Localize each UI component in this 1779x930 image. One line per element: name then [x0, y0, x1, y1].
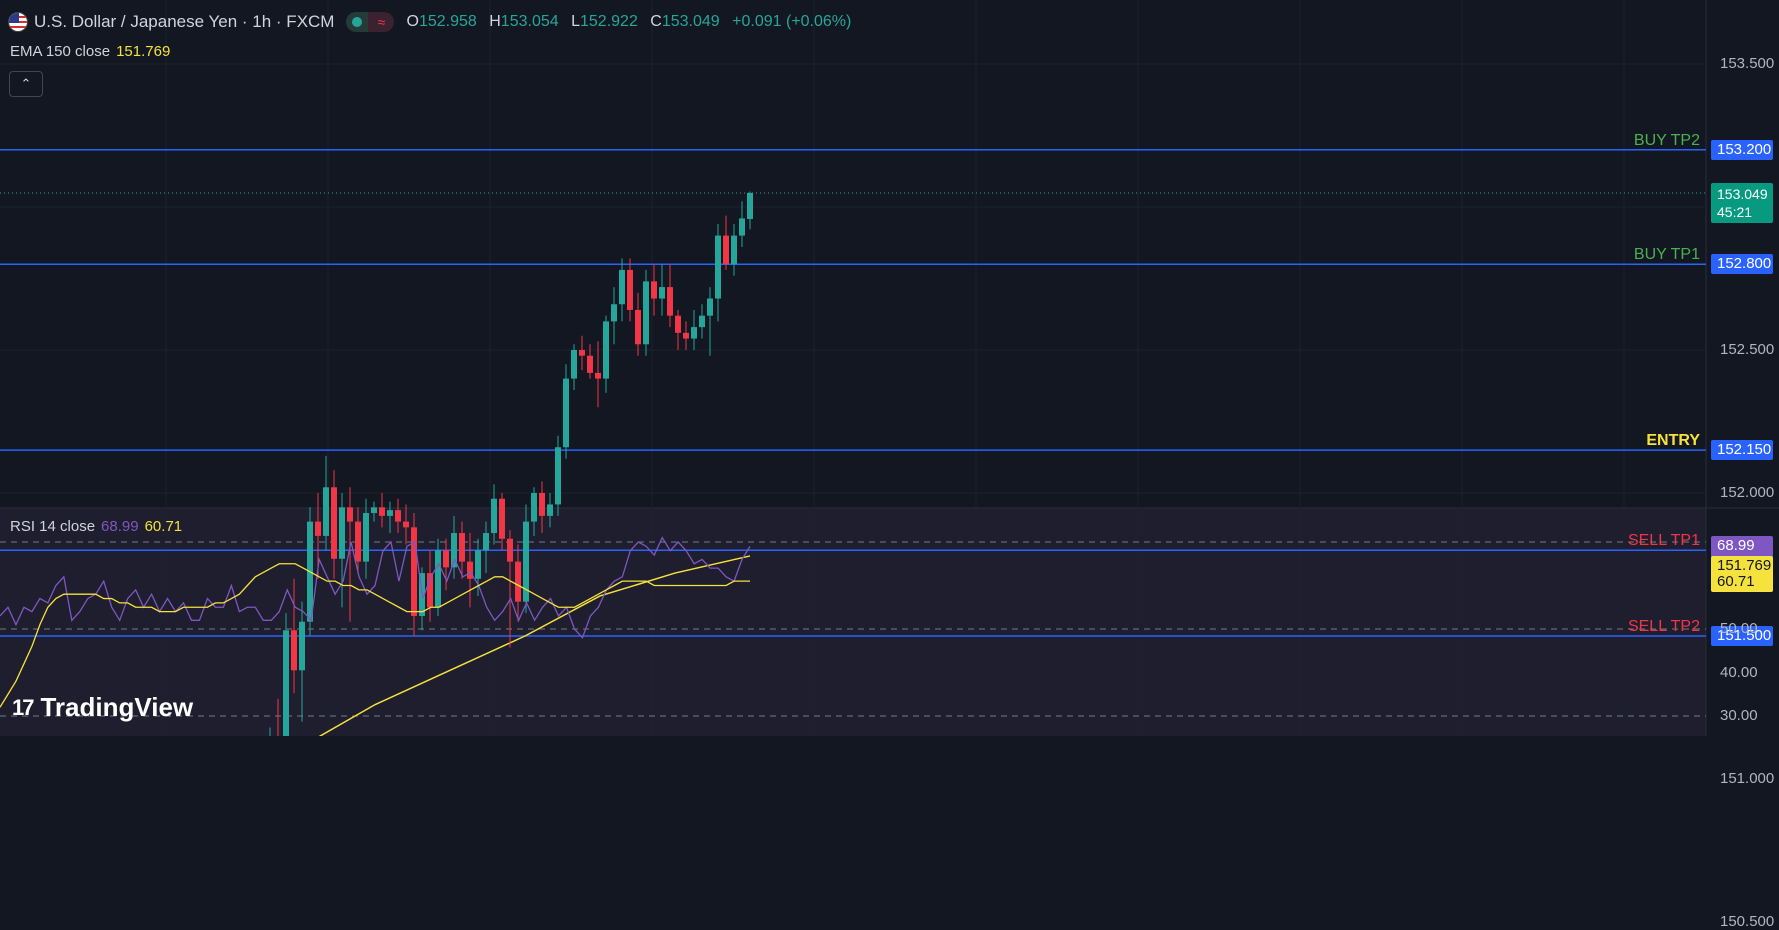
candle-body[interactable]: [411, 527, 417, 616]
candle-body[interactable]: [355, 521, 361, 562]
level-price-tag: 152.800: [1711, 254, 1773, 275]
usd-jpy-flag-icon: [8, 12, 28, 32]
level-label-buy-tp1: BUY TP1: [1633, 246, 1700, 264]
level-price-tag: 152.150: [1711, 440, 1773, 461]
collapse-legend-button[interactable]: ⌃: [9, 71, 43, 97]
level-label-sell-tp1: SELL TP1: [1627, 532, 1700, 550]
candle-body[interactable]: [363, 513, 369, 562]
candle-body[interactable]: [683, 332, 689, 339]
candle-body[interactable]: [299, 621, 305, 671]
candle-body[interactable]: [611, 304, 617, 322]
candle-body[interactable]: [443, 550, 449, 568]
rsi-axis-label: 40.00: [1720, 663, 1758, 681]
rsi-ma-line[interactable]: [0, 563, 750, 708]
ema-legend[interactable]: EMA 150 close 151.769: [10, 43, 171, 60]
candle-body[interactable]: [691, 327, 697, 339]
candle-body[interactable]: [315, 521, 321, 536]
candle-body[interactable]: [715, 235, 721, 299]
candle-body[interactable]: [635, 309, 641, 345]
candle-body[interactable]: [291, 630, 297, 671]
candle-body[interactable]: [427, 573, 433, 608]
symbol-header: U.S. Dollar / Japanese Yen · 1h · FXCM ≈…: [8, 10, 859, 34]
candle-body[interactable]: [523, 521, 529, 602]
bar-countdown: 45:21: [1717, 203, 1753, 220]
candle-body[interactable]: [659, 287, 665, 299]
market-status-pill[interactable]: ≈: [346, 12, 395, 32]
market-open-dot-icon: [352, 17, 363, 27]
candle-body[interactable]: [339, 507, 345, 559]
candle-body[interactable]: [547, 504, 553, 516]
candle-body[interactable]: [459, 533, 465, 562]
candle-body[interactable]: [587, 355, 593, 373]
chart-canvas[interactable]: [0, 0, 1779, 736]
price-axis-label: 153.500: [1720, 55, 1775, 72]
tradingview-logo-icon: 17: [12, 694, 35, 720]
candle-body[interactable]: [467, 561, 473, 579]
candle-body[interactable]: [675, 315, 681, 333]
candle-body[interactable]: [627, 269, 633, 310]
candle-body[interactable]: [435, 550, 441, 608]
price-axis-label: 150.500: [1720, 913, 1775, 930]
candle-body[interactable]: [563, 378, 569, 448]
candle-body[interactable]: [571, 350, 577, 379]
symbol-title[interactable]: U.S. Dollar / Japanese Yen · 1h · FXCM: [34, 12, 335, 31]
current-price-tag[interactable]: 153.049 45:21: [1711, 182, 1773, 223]
candle-body[interactable]: [595, 372, 601, 379]
candle-body[interactable]: [515, 561, 521, 602]
ohlc-values: O152.958 H153.054 L152.922 C153.049 +0.0…: [406, 13, 852, 30]
candle-body[interactable]: [699, 315, 705, 328]
rsi-value-tag: 68.99: [1711, 536, 1773, 557]
candle-body[interactable]: [579, 350, 585, 356]
level-label-buy-tp2: BUY TP2: [1633, 131, 1700, 149]
candle-body[interactable]: [603, 321, 609, 379]
candle-body[interactable]: [723, 235, 729, 265]
price-axis-label: 152.000: [1720, 484, 1775, 501]
candle-body[interactable]: [499, 498, 505, 539]
tradingview-logo[interactable]: 17 TradingView: [12, 692, 194, 722]
ema-150-line[interactable]: [0, 555, 751, 736]
price-axis-label: 152.500: [1720, 341, 1775, 358]
candle-body[interactable]: [555, 447, 561, 505]
candle-body[interactable]: [651, 281, 657, 299]
chevron-up-icon: ⌃: [20, 76, 32, 91]
candle-body[interactable]: [347, 507, 353, 522]
rsi-ma-value-tag: 60.71: [1711, 572, 1773, 593]
candle-body[interactable]: [739, 218, 745, 236]
price-axis-label: 151.000: [1720, 770, 1775, 787]
level-price-tag: 151.500: [1711, 626, 1773, 646]
price-change: +0.091 (+0.06%): [732, 13, 852, 30]
candle-body[interactable]: [371, 507, 377, 514]
rsi-legend[interactable]: RSI 14 close 68.99 60.71: [10, 518, 183, 535]
level-label-sell-tp2: SELL TP2: [1627, 618, 1700, 635]
candle-body[interactable]: [707, 298, 713, 316]
candle-body[interactable]: [475, 550, 481, 579]
candle-body[interactable]: [643, 281, 649, 345]
rsi-axis-label: 50.00: [1720, 620, 1758, 637]
candle-body[interactable]: [395, 510, 401, 522]
ema-price-tag: 151.769: [1711, 556, 1773, 577]
candle-body[interactable]: [667, 287, 673, 316]
candle-body[interactable]: [539, 493, 545, 516]
candle-body[interactable]: [403, 521, 409, 528]
candle-body[interactable]: [387, 510, 393, 516]
candle-body[interactable]: [331, 487, 337, 559]
candle-body[interactable]: [379, 507, 385, 516]
level-price-tag: 153.200: [1711, 139, 1773, 160]
candle-body[interactable]: [731, 235, 737, 265]
rsi-axis-label: 30.00: [1720, 707, 1758, 724]
level-label-entry: ENTRY: [1646, 432, 1700, 450]
candle-body[interactable]: [323, 487, 329, 536]
current-price-value: 153.049: [1717, 185, 1768, 202]
candle-body[interactable]: [283, 630, 289, 736]
candle-body[interactable]: [491, 498, 497, 534]
candle-body[interactable]: [619, 269, 625, 305]
candle-body[interactable]: [531, 493, 537, 522]
wave-icon: ≈: [368, 12, 395, 32]
candle-body[interactable]: [507, 538, 513, 562]
candle-body[interactable]: [747, 192, 753, 220]
candle-body[interactable]: [451, 533, 457, 568]
rsi-line[interactable]: [0, 536, 751, 639]
candle-body[interactable]: [483, 533, 489, 551]
